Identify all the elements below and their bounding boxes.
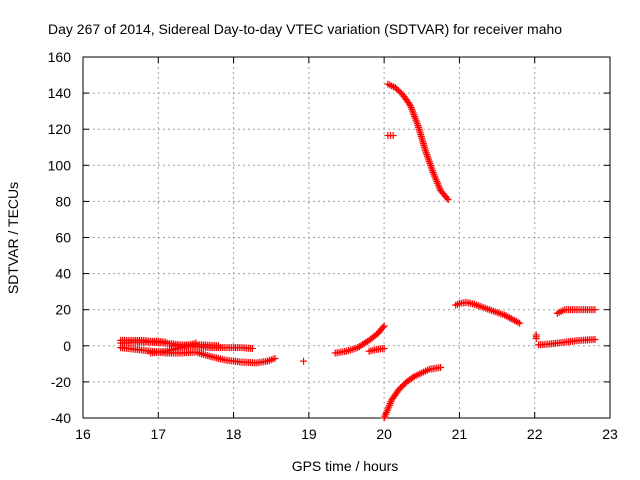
axis-ticks xyxy=(82,56,611,419)
x-tick-label: 23 xyxy=(602,426,618,442)
x-tick-label: 22 xyxy=(527,426,543,442)
x-tick-label: 21 xyxy=(452,426,468,442)
y-axis-label: SDTVAR / TECUs xyxy=(5,182,21,294)
y-tick-label: 100 xyxy=(48,157,72,173)
y-tick-label: 0 xyxy=(63,338,71,354)
series-arc-j xyxy=(384,80,452,204)
grid xyxy=(83,57,610,418)
x-tick-label: 19 xyxy=(301,426,317,442)
series-arc-c xyxy=(117,336,170,346)
series-arc-i xyxy=(380,363,445,422)
y-tick-label: 160 xyxy=(48,49,72,65)
series-arc-h xyxy=(365,345,388,355)
y-tick-label: 140 xyxy=(48,85,72,101)
x-tick-label: 18 xyxy=(226,426,242,442)
x-tick-label: 17 xyxy=(150,426,166,442)
y-tick-label: 40 xyxy=(55,266,71,282)
y-tick-label: 60 xyxy=(55,230,71,246)
data-points xyxy=(117,80,599,422)
series-arc-o xyxy=(553,306,599,317)
series-arc-f xyxy=(300,357,308,365)
y-tick-label: 20 xyxy=(55,302,71,318)
x-tick-label: 20 xyxy=(376,426,392,442)
series-arc-l xyxy=(452,298,524,327)
series-arc-m xyxy=(532,331,540,343)
tick-labels: 16 17 18 19 20 21 22 23 -40 -20 0 20 40 60 80 100 120 140… xyxy=(48,49,618,442)
x-axis-label: GPS time / hours xyxy=(292,458,399,474)
y-tick-label: -20 xyxy=(51,374,71,390)
chart-title: Day 267 of 2014, Sidereal Day-to-day VTE… xyxy=(48,21,562,37)
series-arc-n xyxy=(534,335,599,349)
series-arc-e xyxy=(169,341,223,350)
series-arc-k xyxy=(384,132,397,140)
y-tick-label: -40 xyxy=(51,410,71,426)
series-arc-g xyxy=(331,322,388,357)
y-tick-label: 80 xyxy=(55,193,71,209)
x-tick-label: 16 xyxy=(75,426,91,442)
y-tick-label: 120 xyxy=(48,121,72,137)
